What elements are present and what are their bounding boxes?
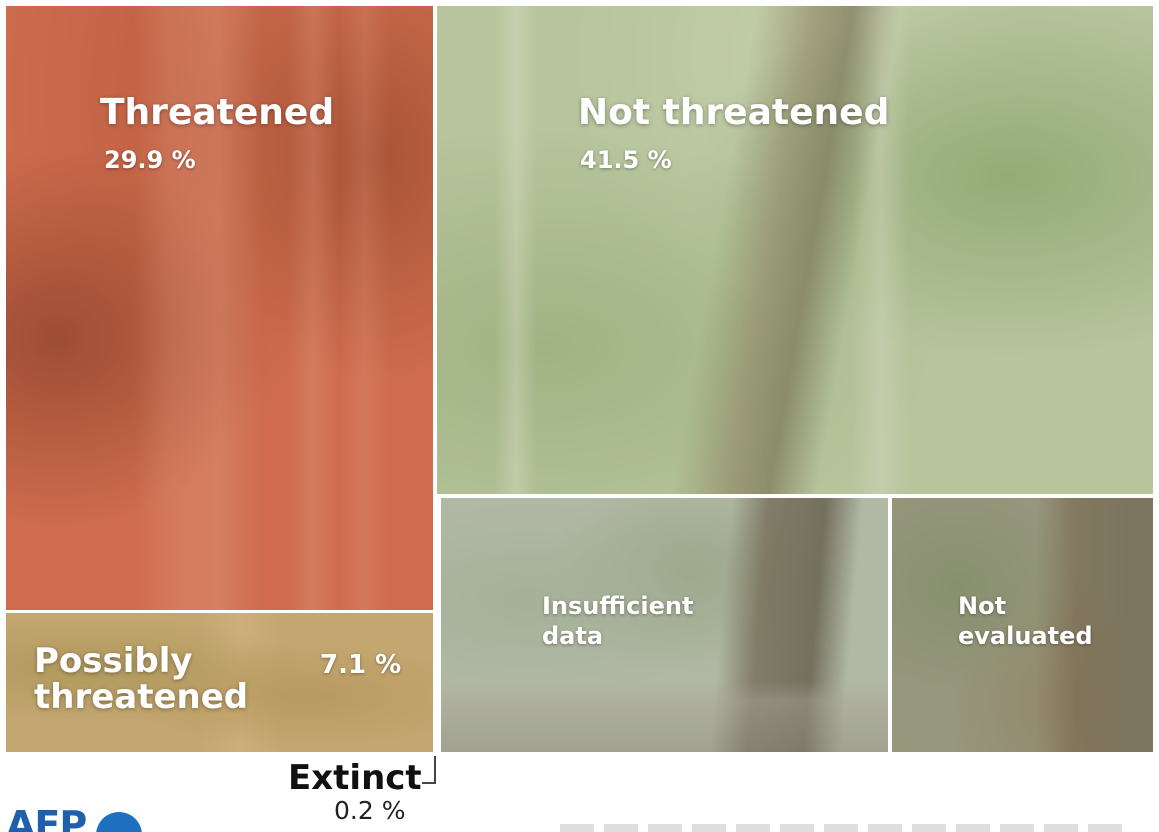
forest-photo-background xyxy=(6,6,433,610)
insufficient-data-label-line1: Insufficient xyxy=(542,592,694,620)
forest-photo-background xyxy=(437,6,1153,494)
insufficient-data-label-line2: data xyxy=(542,622,604,650)
threatened-percentage: 29.9 % xyxy=(104,146,196,174)
not-evaluated-label-line2: evaluated xyxy=(958,622,1093,650)
category-tint xyxy=(437,6,1153,494)
category-tint xyxy=(892,498,1153,752)
extinct-label: Extinct xyxy=(288,758,422,798)
possibly-threatened-label-line2: threatened xyxy=(34,677,249,717)
treemap-cell-threatened xyxy=(6,6,433,610)
forest-photo-background xyxy=(441,498,888,752)
treemap-cell-not-threatened xyxy=(437,6,1153,494)
category-tint xyxy=(441,498,888,752)
possibly-threatened-percentage: 7.1 % xyxy=(320,650,402,680)
category-tint xyxy=(6,613,433,752)
category-tint xyxy=(6,6,433,610)
not-threatened-percentage: 41.5 % xyxy=(580,146,672,174)
extinct-leader-line xyxy=(422,756,436,784)
possibly-threatened-label-line1: Possibly xyxy=(34,641,193,681)
source-credit-strip xyxy=(560,824,1130,832)
treemap-cell-insufficient-data xyxy=(441,498,888,752)
treemap-cell-not-evaluated xyxy=(892,498,1153,752)
forest-photo-background xyxy=(892,498,1153,752)
threatened-label: Threatened xyxy=(100,92,335,133)
forest-photo-background xyxy=(6,613,433,752)
treemap-cell-possibly-threatened xyxy=(6,613,433,752)
afp-logo-circle xyxy=(96,812,142,832)
extinct-percentage: 0.2 % xyxy=(334,796,406,825)
afp-logo: AFP xyxy=(6,803,87,832)
not-threatened-label: Not threatened xyxy=(578,92,890,133)
not-evaluated-label-line1: Not xyxy=(958,592,1007,620)
